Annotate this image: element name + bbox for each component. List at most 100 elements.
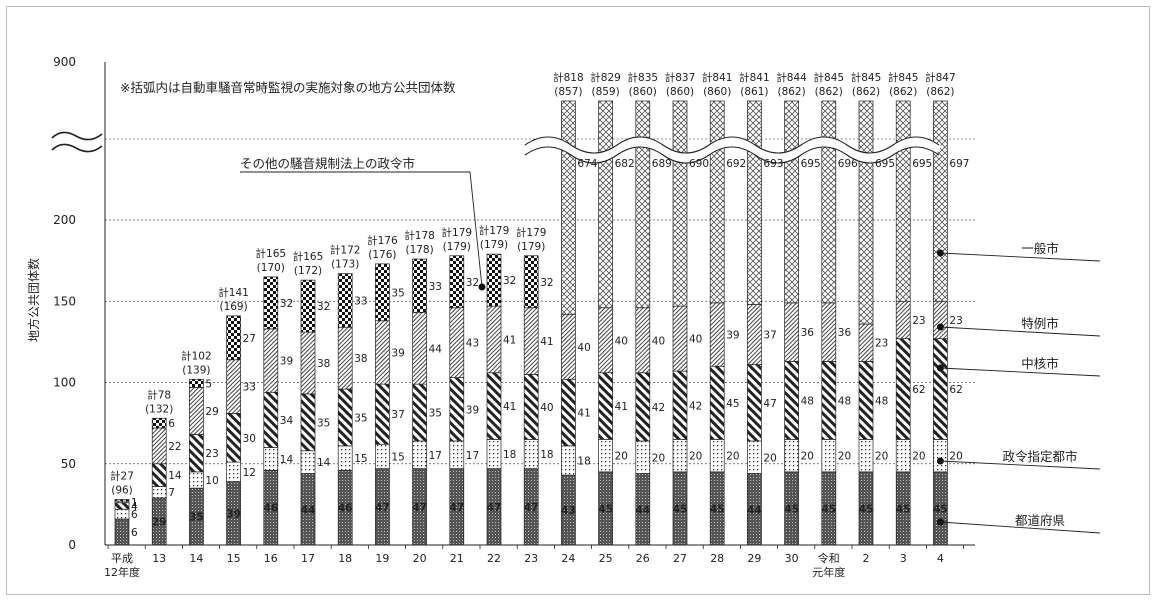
bar-segment (784, 302, 799, 362)
value-label: 45 (821, 503, 836, 515)
monitored-label: (179) (480, 239, 508, 251)
legend-leader (940, 460, 1101, 470)
y-tick-label: 900 (53, 55, 76, 69)
value-label: 690 (689, 158, 709, 170)
value-label: 45 (933, 503, 948, 515)
value-label: 47 (763, 398, 776, 410)
x-tick-label: 15 (227, 552, 241, 565)
axis-break-mark (51, 143, 103, 153)
bar-segment (412, 383, 427, 442)
value-label: 10 (205, 475, 218, 487)
value-label: 20 (801, 451, 814, 463)
value-label: 44 (301, 504, 316, 516)
bar-segment (114, 508, 130, 520)
x-tick-label: 3 (900, 552, 907, 565)
bar-segment (598, 307, 613, 374)
bar-segment (189, 471, 204, 489)
value-label: 4 (131, 501, 138, 513)
x-tick-label: 2 (863, 552, 870, 565)
bar-segment (300, 450, 316, 474)
x-tick-label: 22 (487, 552, 501, 565)
monitored-label: (862) (777, 86, 805, 98)
legend-label: 一般市 (1021, 241, 1059, 256)
x-tick-label: 29 (747, 552, 761, 565)
annotation-leader (240, 171, 483, 288)
monitored-label: (860) (703, 86, 731, 98)
bar-segment (449, 440, 465, 469)
value-label: 18 (503, 449, 516, 461)
bar-segment (486, 372, 502, 440)
bar-segment (263, 447, 279, 471)
value-label: 23 (875, 338, 888, 350)
bar-segment (598, 439, 613, 473)
monitored-label: (178) (405, 244, 433, 256)
bar-segment (709, 439, 725, 473)
x-tick-label: 23 (524, 552, 538, 565)
bar-segment (375, 263, 390, 322)
bar-segment (114, 518, 130, 546)
value-label: 46 (338, 503, 353, 515)
bar-segment (300, 279, 316, 333)
value-label: 20 (875, 451, 888, 463)
value-label: 20 (949, 451, 962, 463)
bar-segment (858, 439, 874, 473)
bar-segment (151, 417, 167, 429)
value-label: 45 (710, 503, 725, 515)
bar-break-line (524, 146, 940, 164)
total-label: 計844 (776, 71, 807, 84)
bar-segment (226, 315, 241, 361)
bar-segment (375, 320, 390, 385)
value-label: 62 (912, 384, 925, 396)
bar-segment (747, 304, 762, 365)
bar-segment (561, 313, 576, 380)
value-label: 32 (466, 277, 479, 289)
monitored-label: (860) (629, 86, 657, 98)
bar-segment (151, 463, 167, 487)
x-tick-label: 4 (937, 552, 944, 565)
value-label: 5 (205, 378, 212, 390)
bar-segment (821, 100, 837, 304)
bar-segment (375, 383, 390, 445)
value-label: 22 (168, 441, 181, 453)
monitored-label: (139) (182, 364, 210, 376)
bar-segment (337, 388, 353, 447)
y-tick-label: 200 (53, 213, 76, 227)
x-tick-label: 25 (599, 552, 613, 565)
value-label: 17 (429, 450, 442, 462)
x-tick-label: 28 (710, 552, 724, 565)
value-label: 45 (896, 503, 911, 515)
bar-segment (784, 361, 799, 440)
y-tick-label: 0 (68, 538, 76, 552)
bar-segment (635, 372, 651, 442)
bar-segment (151, 427, 167, 465)
value-label: 18 (577, 456, 590, 468)
bar-segment (263, 276, 279, 330)
value-label: 6 (131, 509, 138, 521)
bar-segment (747, 364, 762, 442)
value-label: 692 (726, 158, 746, 170)
value-label: 47 (375, 502, 390, 514)
bar-segment (858, 100, 874, 325)
value-label: 697 (949, 158, 969, 170)
total-label: 計141 (218, 286, 249, 299)
monitored-label: (173) (331, 259, 359, 271)
value-label: 32 (540, 277, 553, 289)
total-label: 計845 (888, 71, 919, 84)
value-label: 42 (689, 400, 702, 412)
monitored-label: (862) (926, 86, 954, 98)
bar-segment (449, 377, 465, 442)
bar-segment (821, 302, 837, 362)
x-tick-label: 18 (338, 552, 352, 565)
y-axis-title: 地方公共団体数 (26, 258, 41, 342)
x-tick-label: 19 (375, 552, 389, 565)
bar-segment (933, 439, 948, 473)
value-label: 15 (354, 453, 367, 465)
value-label: 33 (429, 281, 442, 293)
bar-segment (337, 273, 353, 328)
value-label: 32 (503, 275, 516, 287)
x-tick-label: 元年度 (812, 565, 845, 579)
value-label: 38 (354, 353, 367, 365)
value-label: 37 (391, 409, 404, 421)
value-labels: 6641297142263510232953912303327461434393… (131, 158, 969, 539)
x-tick-label: 30 (785, 552, 799, 565)
